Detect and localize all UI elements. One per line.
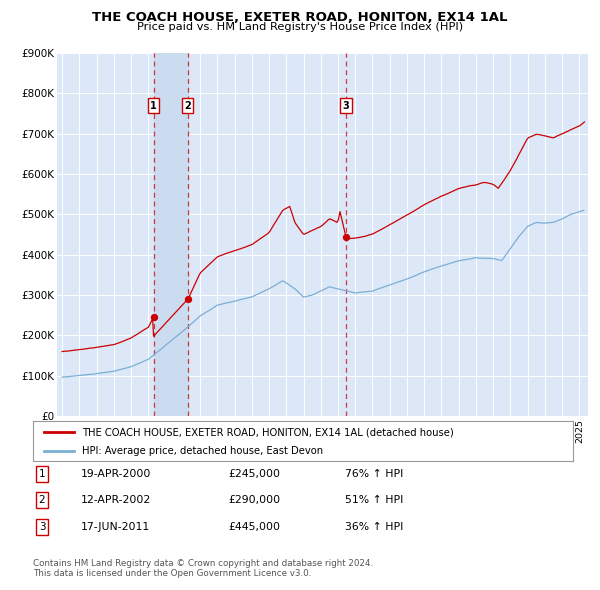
Text: 36% ↑ HPI: 36% ↑ HPI bbox=[345, 522, 403, 532]
Text: 51% ↑ HPI: 51% ↑ HPI bbox=[345, 496, 403, 505]
Text: HPI: Average price, detached house, East Devon: HPI: Average price, detached house, East… bbox=[82, 447, 323, 456]
Text: 1: 1 bbox=[150, 101, 157, 111]
Text: 19-APR-2000: 19-APR-2000 bbox=[81, 469, 151, 478]
Text: 17-JUN-2011: 17-JUN-2011 bbox=[81, 522, 150, 532]
Text: Contains HM Land Registry data © Crown copyright and database right 2024.: Contains HM Land Registry data © Crown c… bbox=[33, 559, 373, 568]
Point bbox=[149, 313, 158, 322]
Bar bbox=[154, 53, 188, 416]
Text: 12-APR-2002: 12-APR-2002 bbox=[81, 496, 151, 505]
Text: 1: 1 bbox=[38, 469, 46, 478]
Text: £245,000: £245,000 bbox=[228, 469, 280, 478]
Text: £290,000: £290,000 bbox=[228, 496, 280, 505]
Text: £445,000: £445,000 bbox=[228, 522, 280, 532]
Text: 2: 2 bbox=[184, 101, 191, 111]
Text: This data is licensed under the Open Government Licence v3.0.: This data is licensed under the Open Gov… bbox=[33, 569, 311, 578]
Text: 2: 2 bbox=[38, 496, 46, 505]
Text: 76% ↑ HPI: 76% ↑ HPI bbox=[345, 469, 403, 478]
Text: 3: 3 bbox=[343, 101, 349, 111]
Text: THE COACH HOUSE, EXETER ROAD, HONITON, EX14 1AL (detached house): THE COACH HOUSE, EXETER ROAD, HONITON, E… bbox=[82, 428, 454, 438]
Text: 3: 3 bbox=[38, 522, 46, 532]
Point bbox=[183, 294, 193, 304]
Text: Price paid vs. HM Land Registry's House Price Index (HPI): Price paid vs. HM Land Registry's House … bbox=[137, 22, 463, 32]
Text: THE COACH HOUSE, EXETER ROAD, HONITON, EX14 1AL: THE COACH HOUSE, EXETER ROAD, HONITON, E… bbox=[92, 11, 508, 24]
Point bbox=[341, 232, 351, 241]
